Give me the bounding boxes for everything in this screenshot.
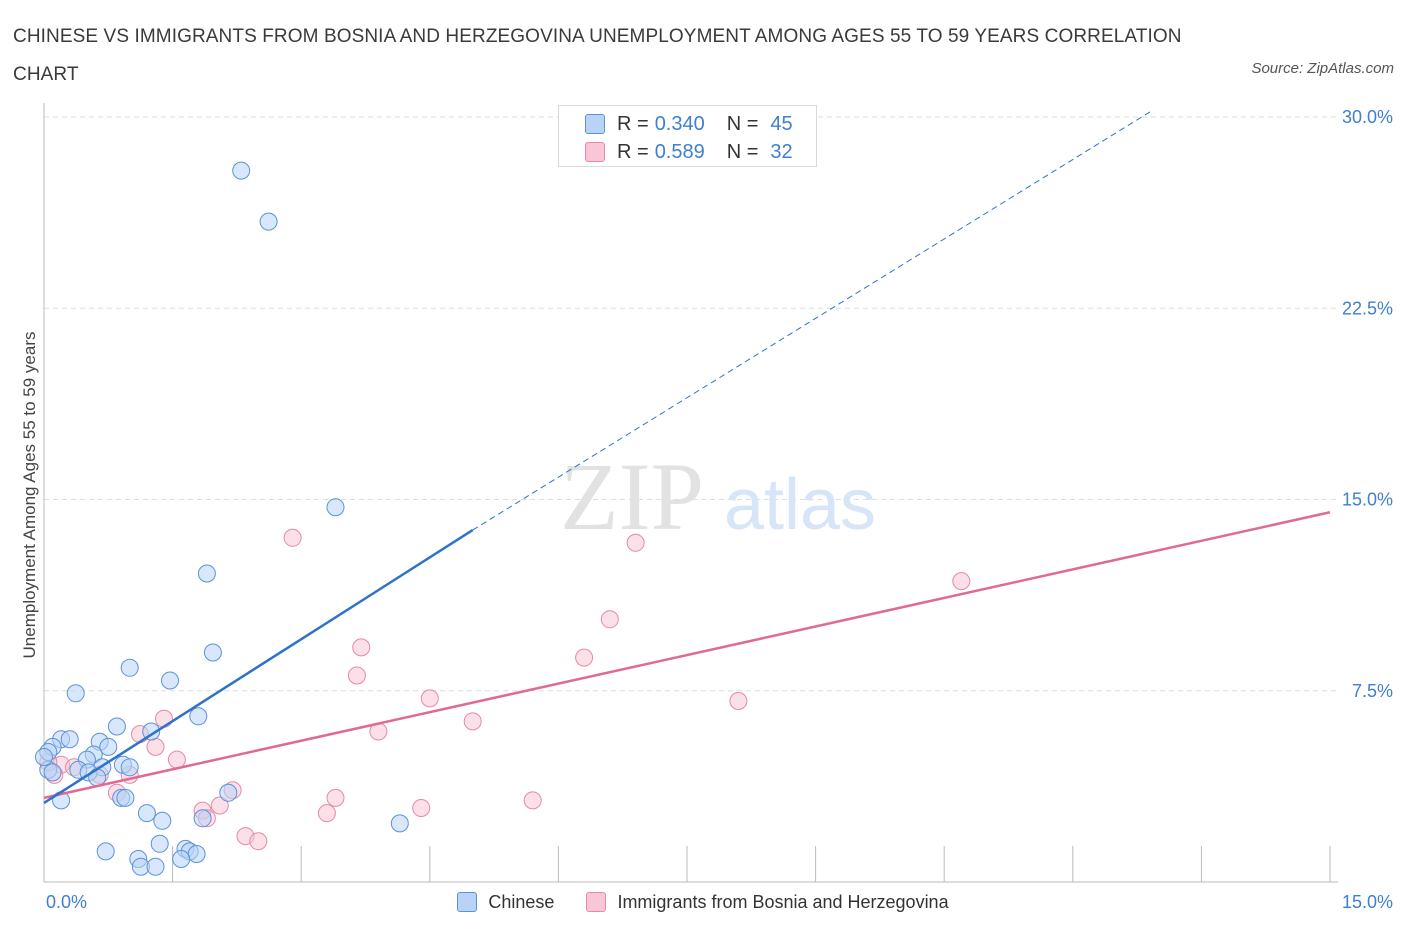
chinese-point [197, 564, 216, 583]
chart-title: CHINESE VS IMMIGRANTS FROM BOSNIA AND HE… [13, 26, 1182, 85]
series-legend-item-chinese[interactable]: Chinese [457, 892, 554, 913]
chinese-point [142, 722, 161, 741]
bosnia-point [326, 788, 345, 807]
y-tick-label: 7.5% [1352, 681, 1393, 701]
chinese-point [120, 658, 139, 677]
bosnia-trend-line [43, 511, 1331, 800]
series-legend-swatch-chinese [457, 892, 478, 912]
bosnia-point [167, 750, 186, 769]
chinese-point [161, 671, 179, 690]
chinese-trend-line [43, 529, 474, 805]
source-credit: Source: ZipAtlas.com [1251, 60, 1394, 77]
x-tick-label: 15.0% [1342, 892, 1393, 912]
chinese-point [172, 850, 191, 868]
bosnia-point [463, 712, 482, 731]
chinese-point [187, 845, 206, 863]
y-tick-label: 15.0% [1342, 490, 1393, 510]
watermark: ZIP atlas [560, 443, 876, 550]
chinese-point [60, 730, 79, 749]
x-tick-label: 0.0% [46, 892, 87, 912]
legend-swatch-chinese [585, 114, 605, 134]
y-axis-label: Unemployment Among Ages 55 to 59 years [20, 331, 39, 659]
bosnia-point [420, 689, 439, 708]
bosnia-point [283, 528, 302, 547]
bosnia-point [155, 709, 173, 728]
series-legend: Chinese Immigrants from Bosnia and Herze… [0, 889, 1406, 915]
chinese-point [390, 814, 409, 833]
bosnia-point [729, 692, 748, 710]
legend-n-value: 45 [770, 112, 793, 135]
legend-row-chinese: R = 0.340 N = 45 [585, 111, 793, 137]
y-tick-label: 30.0% [1342, 107, 1393, 127]
series-legend-label-chinese: Chinese [488, 891, 555, 912]
bosnia-point [146, 737, 165, 756]
series-legend-item-bosnia[interactable]: Immigrants from Bosnia and Herzegovina [586, 891, 949, 913]
bosnia-point [952, 572, 971, 591]
watermark-zip: ZIP [560, 443, 704, 550]
bosnia-point [523, 791, 542, 810]
bosnia-point [352, 638, 371, 657]
legend-r-label: R = [617, 112, 649, 135]
bosnia-point [600, 610, 619, 629]
chinese-point [259, 212, 278, 231]
chinese-point [96, 842, 115, 861]
x-axis [43, 103, 1338, 883]
correlation-legend: R = 0.340 N = 45 R = 0.589 N = 32 [558, 105, 817, 167]
watermark-atlas: atlas [724, 465, 876, 545]
series-legend-swatch-bosnia [586, 892, 607, 912]
legend-r-label: R = [617, 140, 649, 163]
chinese-point [219, 783, 238, 802]
chinese-point [153, 811, 172, 830]
chinese-point [116, 788, 135, 807]
bosnia-point [249, 832, 268, 851]
tick-labels: 7.5% 15.0% 22.5% 30.0% 0.0% 15.0% [46, 107, 1393, 912]
chinese-point [120, 758, 139, 777]
trend-lines [43, 111, 1331, 805]
legend-n-label: N = [726, 140, 759, 163]
legend-r-value: 0.589 [654, 140, 705, 163]
chinese-point [146, 857, 165, 876]
y-tick-label: 22.5% [1342, 298, 1393, 318]
legend-swatch-bosnia [585, 142, 605, 162]
chinese-point [326, 498, 345, 517]
chinese-point [189, 707, 208, 726]
series-legend-label-bosnia: Immigrants from Bosnia and Herzegovina [617, 891, 949, 912]
bosnia-point [412, 799, 431, 817]
chinese-point [99, 737, 118, 756]
bosnia-point [626, 533, 645, 552]
legend-r-value: 0.340 [654, 112, 705, 135]
chinese-point [193, 809, 212, 828]
bosnia-point [210, 796, 229, 815]
chinese-point [232, 161, 251, 180]
legend-n-value: 32 [770, 140, 793, 163]
chinese-point [66, 684, 85, 703]
bosnia-point [575, 648, 594, 667]
legend-row-bosnia: R = 0.589 N = 32 [585, 139, 793, 165]
bosnia-point [347, 666, 366, 685]
chinese-point [43, 763, 62, 782]
bosnia-point [317, 804, 336, 823]
chinese-point [107, 717, 126, 736]
legend-n-label: N = [726, 112, 759, 135]
chinese-trend-extension [472, 111, 1151, 531]
chinese-point [137, 804, 156, 823]
chinese-point [150, 834, 169, 853]
chinese-point [35, 748, 53, 766]
grid-lines [44, 116, 1338, 692]
chinese-point [203, 643, 222, 662]
